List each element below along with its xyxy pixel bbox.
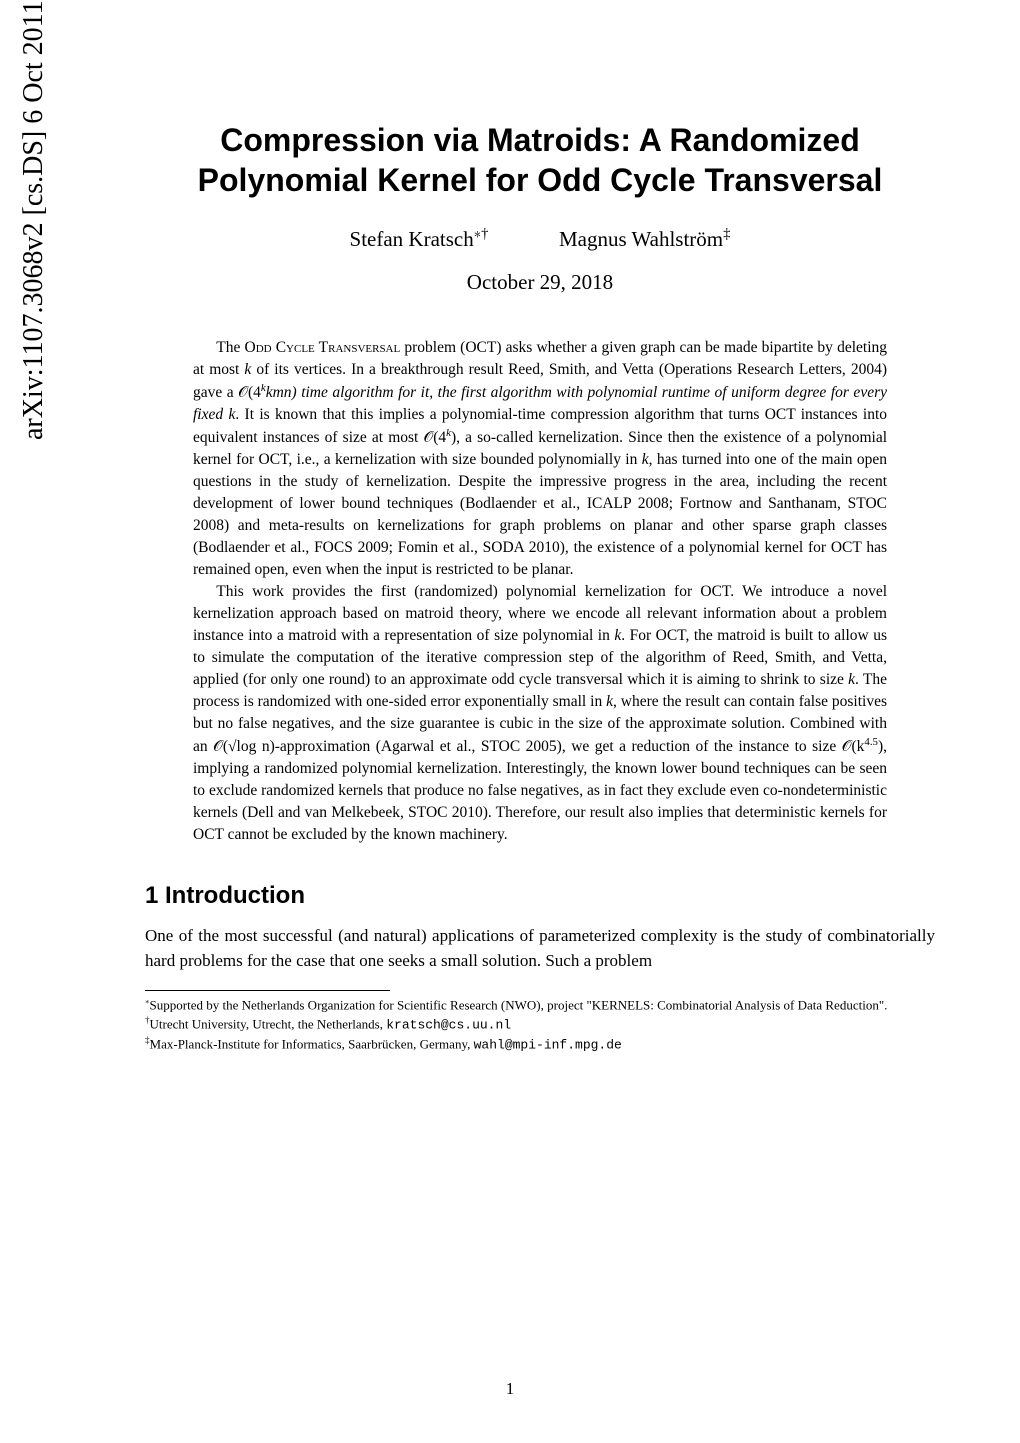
footnote-3: ‡Max-Planck-Institute for Informatics, S…	[145, 1034, 935, 1054]
footnote-2-text-a: Utrecht University, Utrecht, the Netherl…	[150, 1016, 387, 1031]
footnote-3-text-a: Max-Planck-Institute for Informatics, Sa…	[150, 1036, 474, 1051]
abstract-paragraph-2: This work provides the first (randomized…	[193, 581, 887, 846]
title-line-1: Compression via Matroids: A Randomized	[220, 122, 860, 158]
abs-p2-k2: k	[848, 671, 855, 688]
section-1-heading: 1 Introduction	[145, 882, 935, 910]
abs-p1-problem-name: Odd Cycle Transversal	[245, 339, 401, 356]
footnote-2: †Utrecht University, Utrecht, the Nether…	[145, 1014, 935, 1034]
title-line-2: Polynomial Kernel for Odd Cycle Transver…	[198, 162, 883, 198]
arxiv-id-sidebar: arXiv:1107.3068v2 [cs.DS] 6 Oct 2011	[18, 0, 50, 440]
abs-p1-a: The	[216, 339, 244, 356]
abs-p2-k3: k	[606, 693, 613, 710]
abs-p2-exp: 4.5	[864, 736, 878, 748]
footnote-1-text: Supported by the Netherlands Organizatio…	[150, 997, 888, 1012]
abstract-paragraph-1: The Odd Cycle Transversal problem (OCT) …	[193, 337, 887, 581]
footnotes-block: ∗Supported by the Netherlands Organizati…	[145, 995, 935, 1054]
footnote-2-email: kratsch@cs.uu.nl	[386, 1017, 511, 1032]
abstract-block: The Odd Cycle Transversal problem (OCT) …	[193, 337, 887, 846]
footnote-rule	[145, 990, 390, 991]
abs-p1-k3: k	[642, 451, 649, 468]
author-1-affil-marks: ∗†	[474, 226, 489, 242]
footnote-1: ∗Supported by the Netherlands Organizati…	[145, 995, 935, 1014]
page-content: Compression via Matroids: A Randomized P…	[145, 120, 935, 1053]
section-1-body: One of the most successful (and natural)…	[145, 924, 935, 973]
footnote-3-email: wahl@mpi-inf.mpg.de	[474, 1037, 622, 1052]
author-2-name: Magnus Wahlström	[559, 227, 723, 251]
author-1-name: Stefan Kratsch	[350, 227, 474, 251]
author-2-affil-marks: ‡	[723, 226, 730, 242]
abs-p1-g: , has turned into one of the main open q…	[193, 451, 887, 578]
page-number: 1	[0, 1379, 1020, 1399]
paper-title: Compression via Matroids: A Randomized P…	[145, 120, 935, 200]
section-1-paragraph-1: One of the most successful (and natural)…	[145, 924, 935, 973]
paper-date: October 29, 2018	[145, 270, 935, 295]
authors-line: Stefan Kratsch∗† Magnus Wahlström‡	[145, 222, 935, 252]
